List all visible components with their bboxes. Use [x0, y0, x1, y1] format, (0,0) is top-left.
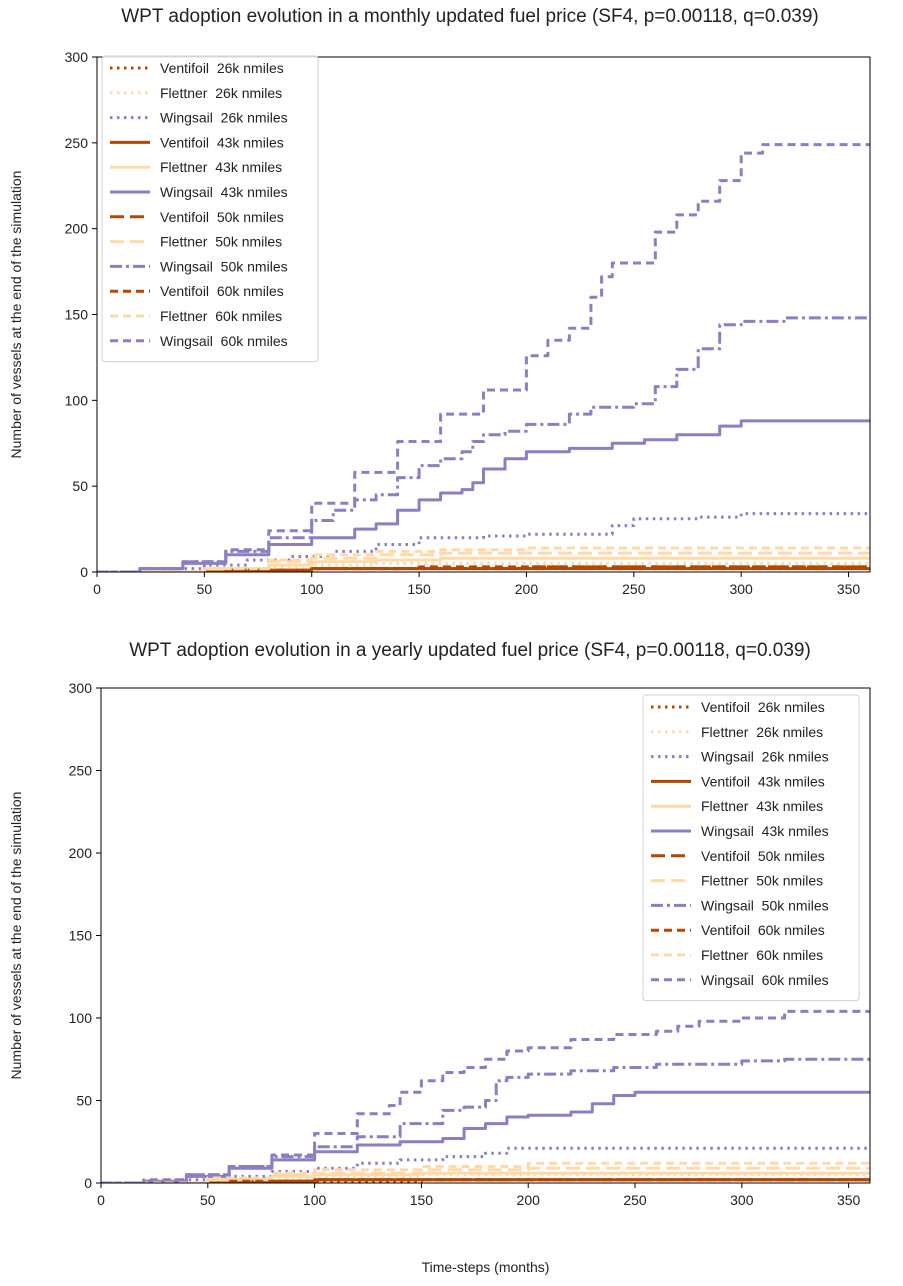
legend-box: [642, 694, 860, 1002]
x-tick-label: 150: [407, 581, 431, 597]
series-line: [97, 512, 870, 572]
legend-entry: Ventifoil 43k nmiles: [701, 773, 825, 789]
x-tick-label: 100: [303, 1192, 327, 1208]
legend: Ventifoil 26k nmiles Flettner 26k nmiles W…: [642, 694, 860, 1002]
legend-entry: Ventifoil 26k nmiles: [160, 60, 284, 76]
series-lines: [101, 1009, 870, 1183]
y-tick-label: 300: [65, 49, 89, 65]
x-axis-label: Time-steps (months): [422, 1259, 550, 1275]
chart-title: WPT adoption evolution in a monthly upda…: [121, 6, 818, 27]
legend-entry: Flettner 26k nmiles: [701, 724, 823, 740]
series-line: [97, 561, 870, 572]
x-tick-label: 50: [197, 581, 213, 597]
series-line: [101, 1161, 870, 1183]
legend-entry: Ventifoil 60k nmiles: [701, 922, 825, 938]
y-tick-label: 0: [80, 564, 88, 580]
series-line: [97, 143, 870, 572]
series-line: [101, 1178, 870, 1183]
x-tick-label: 300: [729, 581, 753, 597]
legend-entry: Ventifoil 50k nmiles: [701, 848, 825, 864]
chart-monthly: WPT adoption evolution in a monthly upda…: [8, 6, 871, 597]
legend-entry: Wingsail 26k nmiles: [701, 749, 829, 765]
y-tick-label: 200: [65, 221, 89, 237]
legend-entry: Ventifoil 50k nmiles: [160, 209, 284, 225]
legend-entry: Flettner 60k nmiles: [160, 308, 282, 324]
y-tick-label: 100: [65, 392, 89, 408]
series-line: [101, 1146, 870, 1183]
legend-entry: Flettner 50k nmiles: [701, 873, 823, 889]
x-tick-label: 250: [623, 1192, 647, 1208]
legend-entry: Wingsail 60k nmiles: [701, 972, 829, 988]
legend-entry: Flettner 43k nmiles: [701, 798, 823, 814]
y-tick-label: 250: [69, 763, 93, 779]
y-axis-label: Number of vessels at the end of the simu…: [8, 792, 24, 1080]
legend-entry: Ventifoil 43k nmiles: [160, 134, 284, 150]
legend-entry: Flettner 26k nmiles: [160, 85, 282, 101]
x-tick-label: 350: [837, 581, 861, 597]
y-tick-label: 150: [65, 307, 89, 323]
legend-entry: Wingsail 43k nmiles: [160, 184, 288, 200]
legend-entry: Flettner 60k nmiles: [701, 947, 823, 963]
x-tick-label: 0: [93, 581, 101, 597]
x-tick-label: 200: [517, 1192, 541, 1208]
series-line: [97, 316, 870, 572]
y-tick-label: 100: [69, 1010, 93, 1026]
x-tick-label: 350: [837, 1192, 861, 1208]
y-tick-label: 300: [69, 680, 93, 696]
y-tick-label: 250: [65, 135, 89, 151]
y-tick-label: 0: [84, 1175, 92, 1191]
x-tick-label: 50: [200, 1192, 216, 1208]
x-tick-label: 250: [622, 581, 646, 597]
y-tick-label: 50: [72, 478, 88, 494]
y-tick-label: 150: [69, 928, 93, 944]
legend-entry: Wingsail 50k nmiles: [160, 258, 288, 274]
series-line: [97, 419, 870, 572]
series-line: [97, 546, 870, 572]
series-line: [101, 1009, 870, 1183]
legend-box: [101, 55, 319, 363]
series-lines: [97, 143, 870, 572]
legend-entry: Ventifoil 60k nmiles: [160, 283, 284, 299]
chart-title: WPT adoption evolution in a yearly updat…: [129, 640, 811, 661]
x-tick-label: 150: [410, 1192, 434, 1208]
series-line: [97, 565, 870, 572]
y-axis-label: Number of vessels at the end of the simu…: [8, 171, 24, 459]
legend-entry: Ventifoil 26k nmiles: [701, 699, 825, 715]
legend-entry: Wingsail 50k nmiles: [701, 897, 829, 913]
legend-entry: Flettner 43k nmiles: [160, 159, 282, 175]
legend: Ventifoil 26k nmiles Flettner 26k nmiles W…: [101, 55, 319, 363]
x-tick-label: 0: [97, 1192, 105, 1208]
legend-entry: Flettner 50k nmiles: [160, 234, 282, 250]
legend-entry: Wingsail 60k nmiles: [160, 333, 288, 349]
series-line: [101, 1178, 870, 1183]
series-line: [101, 1057, 870, 1183]
y-tick-label: 50: [76, 1093, 92, 1109]
y-tick-label: 200: [69, 845, 93, 861]
legend-entry: Wingsail 26k nmiles: [160, 110, 288, 126]
chart-yearly: WPT adoption evolution in a yearly updat…: [8, 640, 871, 1275]
x-tick-label: 200: [515, 581, 539, 597]
x-tick-label: 100: [300, 581, 324, 597]
legend-entry: Wingsail 43k nmiles: [701, 823, 829, 839]
x-tick-label: 300: [730, 1192, 754, 1208]
